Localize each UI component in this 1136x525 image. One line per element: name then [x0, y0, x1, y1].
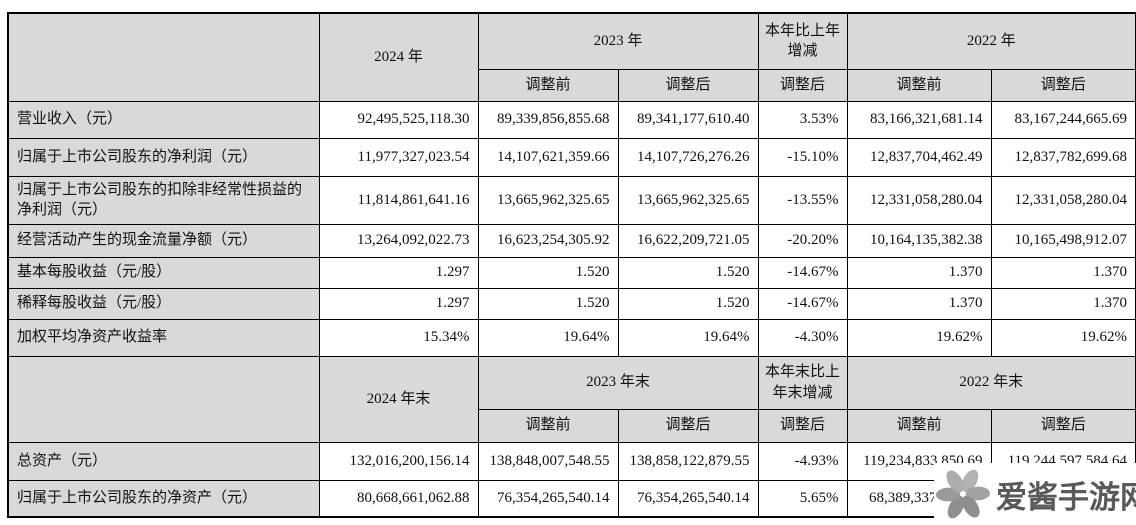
cell-value: 5.65%: [757, 479, 848, 518]
cell-value: -4.30%: [757, 318, 848, 357]
table-row: 加权平均净资产收益率 15.34% 19.64% 19.64% -4.30% 1…: [7, 318, 1136, 357]
cell-value: 19.62%: [846, 318, 992, 357]
cell-value: 89,339,856,855.68: [477, 100, 619, 139]
cell-value: 76,354,265,540.14: [477, 479, 619, 518]
cell-value: -4.93%: [757, 441, 848, 481]
flower-icon: [936, 469, 990, 519]
cell-value: 1.370: [990, 256, 1136, 289]
subheader-yoyend-after: 调整后: [757, 408, 848, 443]
corner-cell: [7, 12, 320, 102]
col-header-2022-end: 2022 年末: [846, 355, 1136, 410]
cell-value: 19.64%: [617, 318, 759, 357]
cell-value: -14.67%: [757, 287, 848, 320]
header-row-adjust-end: 调整前 调整后 调整后 调整前 调整后: [8, 408, 1136, 443]
watermark: 爱酱手游网: [934, 463, 1136, 525]
cell-value: 16,623,254,305.92: [477, 223, 619, 258]
table-row: 归属于上市公司股东的扣除非经常性损益的净利润（元） 11,814,861,641…: [7, 175, 1136, 225]
cell-value: -14.67%: [757, 256, 848, 289]
row-label: 归属于上市公司股东的净资产（元）: [7, 479, 320, 518]
cell-value: 92,495,525,118.30: [318, 100, 479, 139]
cell-value: 132,016,200,156.14: [318, 441, 479, 481]
cell-value: 11,814,861,641.16: [318, 175, 479, 225]
watermark-text: 爱酱手游网: [996, 479, 1136, 515]
cell-value: 1.297: [318, 256, 479, 289]
subheader-yoy-after: 调整后: [757, 68, 848, 102]
cell-value: 16,622,209,721.05: [617, 223, 759, 258]
cell-value: 1.520: [617, 287, 759, 320]
col-header-2022: 2022 年: [846, 12, 1136, 70]
cell-value: 10,164,135,382.38: [846, 223, 992, 258]
subheader-2023end-before: 调整前: [477, 408, 619, 443]
row-label: 经营活动产生的现金流量净额（元）: [7, 223, 320, 258]
cell-value: 3.53%: [757, 100, 848, 139]
cell-value: 11,977,327,023.54: [318, 137, 479, 177]
cell-value: 13,665,962,325.65: [617, 175, 759, 225]
cell-value: 12,837,782,699.68: [990, 137, 1136, 177]
subheader-2022end-after: 调整后: [990, 408, 1136, 443]
cell-value: -13.55%: [757, 175, 848, 225]
row-label: 归属于上市公司股东的扣除非经常性损益的净利润（元）: [7, 175, 320, 225]
cell-value: 10,165,498,912.07: [990, 223, 1136, 258]
cell-value: 12,331,058,280.04: [846, 175, 992, 225]
cell-value: 80,668,661,062.88: [318, 479, 479, 518]
cell-value: 138,848,007,548.55: [477, 441, 619, 481]
subheader-2022end-before: 调整前: [846, 408, 992, 443]
col-header-2023-end: 2023 年末: [477, 355, 759, 410]
table-row: 经营活动产生的现金流量净额（元） 13,264,092,022.73 16,62…: [7, 223, 1136, 258]
header-row-years: 2024 年 2023 年 本年比上年增减 2022 年: [7, 12, 1136, 102]
cell-value: 1.520: [617, 256, 759, 289]
subheader-2023-before: 调整前: [477, 68, 619, 102]
cell-value: 13,665,962,325.65: [477, 175, 619, 225]
col-header-2024-end: 2024 年末: [318, 355, 479, 443]
subheader-2022-after: 调整后: [990, 68, 1136, 102]
table-row: 营业收入（元） 92,495,525,118.30 89,339,856,855…: [7, 100, 1136, 139]
cell-value: 19.64%: [477, 318, 619, 357]
cell-value: 14,107,621,359.66: [477, 137, 619, 177]
cell-value: 89,341,177,610.40: [617, 100, 759, 139]
cell-value: 1.520: [477, 287, 619, 320]
cell-value: 13,264,092,022.73: [318, 223, 479, 258]
cell-value: 83,166,321,681.14: [846, 100, 992, 139]
table-row: 稀释每股收益（元/股） 1.297 1.520 1.520 -14.67% 1.…: [7, 287, 1136, 320]
cell-value: 76,354,265,540.14: [617, 479, 759, 518]
cell-value: 1.297: [318, 287, 479, 320]
cell-value: 1.520: [477, 256, 619, 289]
cell-value: -15.10%: [757, 137, 848, 177]
header-row-adjust: 调整前 调整后 调整后 调整前 调整后: [8, 68, 1136, 102]
col-header-yoy-end: 本年末比上年末增减: [757, 355, 848, 410]
table-row: 归属于上市公司股东的净利润（元） 11,977,327,023.54 14,10…: [7, 137, 1136, 177]
row-label: 总资产（元）: [7, 441, 320, 481]
cell-value: 15.34%: [318, 318, 479, 357]
cell-value: 12,331,058,280.04: [990, 175, 1136, 225]
subheader-2023-after: 调整后: [617, 68, 759, 102]
cell-value: 14,107,726,276.26: [617, 137, 759, 177]
cell-value: 138,858,122,879.55: [617, 441, 759, 481]
row-label: 基本每股收益（元/股）: [7, 256, 320, 289]
subheader-2023end-after: 调整后: [617, 408, 759, 443]
col-header-2023: 2023 年: [477, 12, 759, 70]
header-row-yearend: 2024 年末 2023 年末 本年末比上年末增减 2022 年末: [7, 355, 1136, 443]
financial-summary-table: 2024 年 2023 年 本年比上年增减 2022 年 调整前 调整后 调整后…: [7, 12, 1136, 518]
cell-value: 1.370: [846, 287, 992, 320]
row-label: 归属于上市公司股东的净利润（元）: [7, 137, 320, 177]
cell-value: 12,837,704,462.49: [846, 137, 992, 177]
cell-value: 1.370: [846, 256, 992, 289]
table-row: 基本每股收益（元/股） 1.297 1.520 1.520 -14.67% 1.…: [7, 256, 1136, 289]
corner-cell: [7, 355, 320, 443]
cell-value: 19.62%: [990, 318, 1136, 357]
col-header-2024: 2024 年: [318, 12, 479, 102]
row-label: 稀释每股收益（元/股）: [7, 287, 320, 320]
cell-value: -20.20%: [757, 223, 848, 258]
col-header-yoy: 本年比上年增减: [757, 12, 848, 70]
row-label: 营业收入（元）: [7, 100, 320, 139]
cell-value: 83,167,244,665.69: [990, 100, 1136, 139]
subheader-2022-before: 调整前: [846, 68, 992, 102]
row-label: 加权平均净资产收益率: [7, 318, 320, 357]
cell-value: 1.370: [990, 287, 1136, 320]
